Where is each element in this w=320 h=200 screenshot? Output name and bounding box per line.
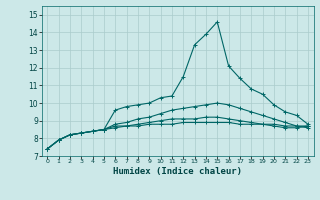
X-axis label: Humidex (Indice chaleur): Humidex (Indice chaleur) bbox=[113, 167, 242, 176]
